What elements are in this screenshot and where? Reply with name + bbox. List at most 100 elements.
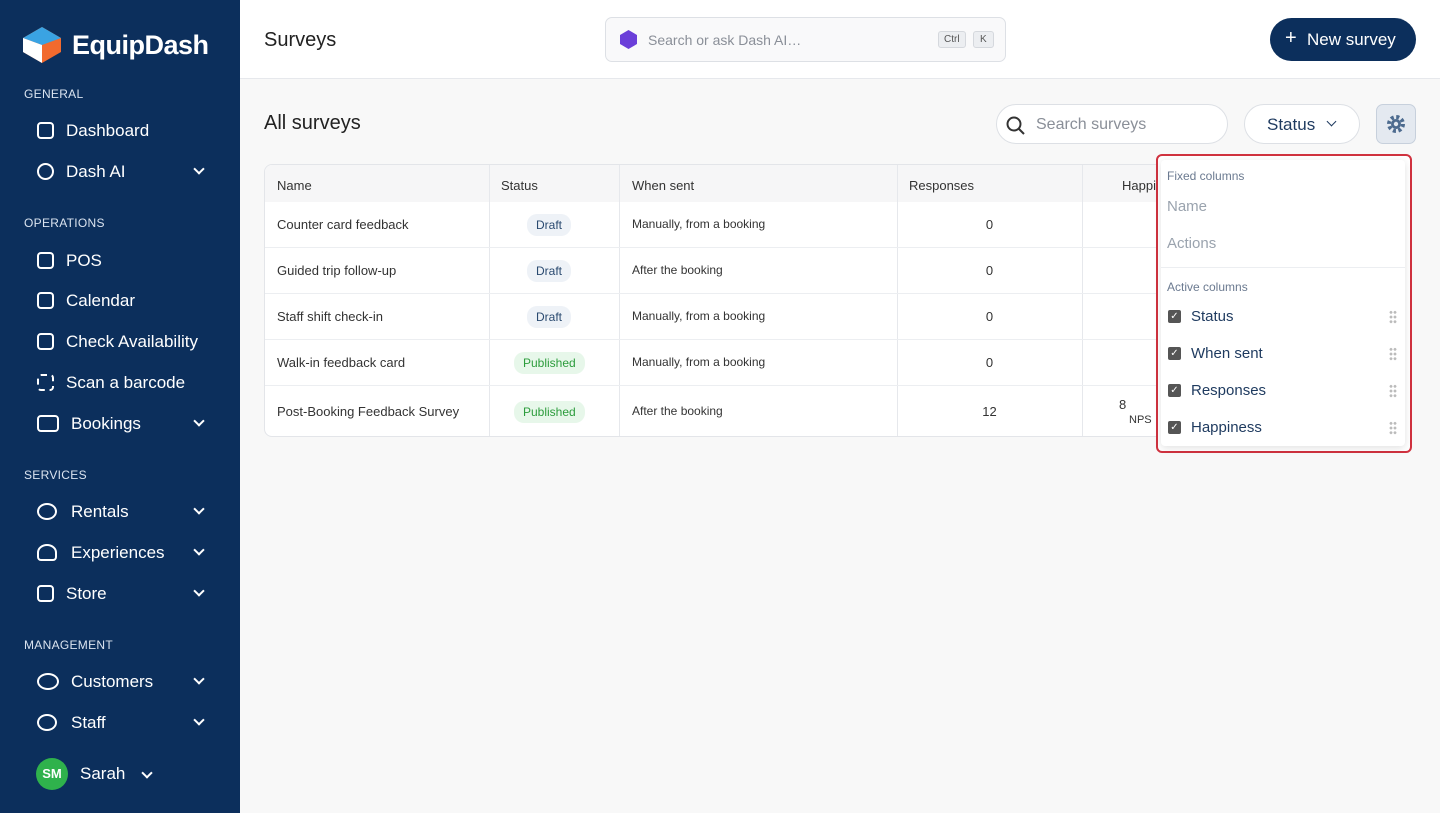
divider — [265, 247, 1403, 248]
column-header: Status — [501, 178, 538, 193]
status-filter[interactable] — [1244, 104, 1360, 144]
when-sent: After the booking — [632, 404, 723, 418]
status-badge: Draft — [527, 214, 572, 236]
status-badge: Draft — [527, 260, 572, 282]
logo — [23, 27, 61, 63]
fixed-column: Name — [1167, 198, 1208, 215]
survey-name[interactable]: Post-Booking Feedback Survey — [277, 404, 460, 419]
nav-item[interactable]: Dashboard — [66, 121, 150, 140]
drag-handle[interactable] — [1389, 347, 1397, 361]
menu-heading: Fixed columns — [1167, 169, 1245, 183]
responses: 0 — [985, 217, 994, 232]
checkbox[interactable]: ✓ — [1168, 347, 1181, 360]
active-column[interactable]: Happiness — [1191, 419, 1262, 436]
active-column[interactable]: Status — [1191, 308, 1234, 325]
checkbox[interactable]: ✓ — [1168, 384, 1181, 397]
drag-handle[interactable] — [1389, 310, 1397, 324]
active-column[interactable]: When sent — [1191, 345, 1263, 362]
responses: 0 — [985, 309, 994, 324]
survey-name[interactable]: Staff shift check-in — [277, 309, 383, 324]
drag-handle[interactable] — [1389, 384, 1397, 398]
icon — [37, 544, 57, 561]
filter-label: Status — [1267, 115, 1316, 134]
nav-item[interactable]: Customers — [71, 672, 154, 691]
kbd: Ctrl — [938, 31, 966, 48]
status-badge: Draft — [527, 306, 572, 328]
chevron — [193, 544, 205, 556]
divider — [897, 165, 898, 436]
nps-label: NPS — [1129, 414, 1152, 426]
nav-item[interactable]: Experiences — [71, 543, 165, 562]
chevron — [193, 714, 205, 726]
search-placeholder: Search surveys — [1036, 116, 1147, 133]
responses: 12 — [982, 404, 997, 419]
survey-search[interactable] — [996, 104, 1228, 144]
page-title: Surveys — [264, 29, 337, 51]
divider — [1082, 165, 1083, 436]
icon — [37, 252, 54, 269]
divider — [265, 339, 1403, 340]
divider — [265, 293, 1403, 294]
when-sent: Manually, from a booking — [632, 309, 766, 323]
survey-name[interactable]: Counter card feedback — [277, 217, 409, 232]
column-header: Responses — [909, 178, 975, 193]
when-sent: After the booking — [632, 263, 723, 277]
drag-handle[interactable] — [1389, 421, 1397, 435]
divider — [265, 385, 1403, 386]
nav-item[interactable]: Rentals — [71, 502, 129, 521]
nav-item[interactable]: Scan a barcode — [66, 373, 186, 392]
nav-item[interactable]: Store — [66, 584, 107, 603]
brand: EquipDash — [72, 30, 209, 60]
chevron — [193, 503, 205, 515]
nav-item[interactable]: Calendar — [66, 291, 135, 310]
ai-icon — [620, 30, 637, 49]
icon — [37, 122, 54, 139]
nav-item[interactable]: Check Availability — [66, 332, 198, 351]
column-menu — [1161, 160, 1405, 446]
checkbox[interactable]: ✓ — [1168, 421, 1181, 434]
divider — [1161, 267, 1405, 268]
nav-item[interactable]: POS — [66, 251, 102, 270]
chevron — [193, 163, 205, 175]
status-badge: Published — [514, 401, 585, 423]
icon — [37, 585, 54, 602]
section-title: GENERAL — [24, 87, 84, 101]
responses: 0 — [985, 355, 994, 370]
column-header: When sent — [632, 178, 695, 193]
section-title: All surveys — [264, 112, 361, 134]
divider — [619, 165, 620, 436]
checkbox[interactable]: ✓ — [1168, 310, 1181, 323]
happiness: 8 — [1119, 397, 1127, 412]
search-icon — [1006, 116, 1025, 135]
responses: 0 — [985, 263, 994, 278]
chevron — [193, 415, 205, 427]
avatar[interactable]: SM — [36, 758, 68, 790]
gear-icon — [1387, 115, 1405, 133]
search-placeholder: Search or ask Dash AI… — [648, 32, 802, 48]
chevron — [193, 585, 205, 597]
icon — [37, 415, 59, 432]
nav-item[interactable]: Staff — [71, 713, 106, 732]
active-column[interactable]: Responses — [1191, 382, 1267, 399]
section-title: OPERATIONS — [24, 216, 105, 230]
icon — [37, 333, 54, 350]
plus-icon: + — [1285, 27, 1297, 49]
icon — [37, 503, 57, 520]
column-header: Name — [277, 178, 312, 193]
status-badge: Published — [514, 352, 585, 374]
nav-item[interactable]: Dash AI — [66, 162, 126, 181]
menu-heading: Active columns — [1167, 280, 1248, 294]
chevron — [141, 767, 153, 779]
nav-item[interactable]: Bookings — [71, 414, 141, 433]
survey-name[interactable]: Walk-in feedback card — [277, 355, 406, 370]
new-survey-button[interactable] — [1270, 18, 1416, 61]
divider — [489, 165, 490, 436]
chevron — [193, 673, 205, 685]
kbd: K — [973, 31, 994, 48]
survey-name[interactable]: Guided trip follow-up — [277, 263, 397, 278]
section-title: MANAGEMENT — [24, 638, 114, 652]
sidebar: EquipDash GENERAL Dashboard Dash AI OPER… — [0, 0, 240, 813]
user-name[interactable]: Sarah — [80, 764, 126, 783]
section-title: SERVICES — [24, 468, 87, 482]
